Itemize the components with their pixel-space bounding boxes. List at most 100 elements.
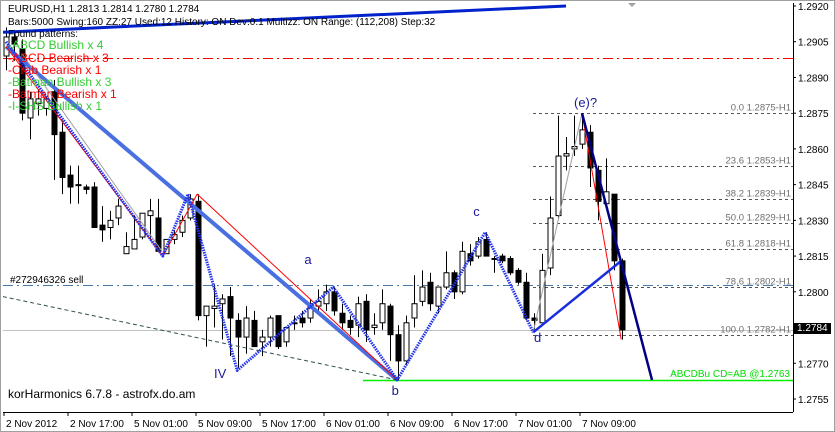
candle-body-bear	[363, 300, 370, 331]
candle	[427, 272, 434, 311]
red-pattern-1	[5, 46, 398, 381]
candle-body-bull	[211, 305, 218, 309]
candle-body-bull	[131, 238, 138, 250]
candle-body-bull	[259, 336, 266, 343]
candle-body-bull	[411, 303, 418, 319]
price-tick-label: 1.2845	[798, 181, 829, 192]
candle-body-bull	[539, 269, 546, 324]
candle-body-bull	[403, 322, 410, 362]
price-tick-label: 1.2800	[798, 288, 829, 299]
candle	[107, 210, 114, 240]
candle-body-bear	[523, 281, 530, 319]
candle	[115, 198, 122, 226]
gray-line-1	[21, 53, 163, 252]
candle-body-bull	[27, 98, 34, 119]
sell-order-label: #272946326 sell	[10, 275, 84, 286]
candle	[27, 91, 34, 140]
gray-line-2	[532, 113, 583, 333]
time-tick-label: 5 Nov 09:00	[198, 419, 252, 430]
candle	[155, 198, 162, 252]
time-tick-label: 7 Nov 09:00	[582, 419, 636, 430]
candle	[331, 287, 338, 316]
candle	[395, 325, 402, 380]
candle	[339, 303, 346, 330]
blue-solid-leg	[532, 259, 622, 334]
price-tick-label: 1.2875	[798, 109, 829, 120]
candle	[195, 194, 202, 321]
candle-body-bull	[435, 286, 442, 307]
candle	[539, 253, 546, 324]
time-tick-label: 5 Nov 17:00	[262, 419, 316, 430]
candle	[259, 329, 266, 357]
candle-body-bull	[115, 205, 122, 219]
candle-body-bull	[179, 219, 186, 233]
candle	[75, 165, 82, 204]
candle-body-bear	[339, 312, 346, 324]
candle	[379, 289, 386, 330]
candle-body-bear	[331, 291, 338, 312]
candle-body-bear	[251, 319, 258, 348]
candle	[91, 182, 98, 229]
candle-body-bull	[123, 246, 130, 255]
candle-body-bull	[379, 303, 386, 324]
candle	[499, 253, 506, 264]
candle-body-bear	[483, 238, 490, 257]
candle	[387, 303, 394, 361]
candle-body-bull	[371, 324, 378, 329]
time-tick-label: 2 Nov 2012	[6, 419, 58, 430]
candle-body-bull	[579, 129, 586, 145]
fib-level-label: 78.6 1.2802-H1	[726, 277, 792, 288]
candle	[179, 215, 186, 238]
candle	[347, 315, 354, 335]
price-tick-label: 1.2770	[798, 359, 829, 370]
candle	[459, 241, 466, 295]
candle-body-bull	[563, 153, 570, 157]
candle	[323, 284, 330, 311]
candle	[443, 251, 450, 290]
price-tick-label: 1.2920	[798, 2, 829, 13]
target-label: ABCDBu CD=AB @1.2763	[670, 369, 790, 380]
candle-body-bear	[347, 319, 354, 329]
candle	[67, 165, 74, 204]
top-trendline	[3, 4, 567, 34]
candle-body-bull	[203, 305, 210, 317]
time-tick-label: 6 Nov 01:00	[326, 419, 380, 430]
red-pattern-2	[581, 113, 622, 340]
candle-body-bull	[35, 98, 42, 105]
candle-body-bear	[67, 174, 74, 188]
candle-body-bear	[275, 315, 282, 348]
time-tick-label: 7 Nov 01:00	[518, 419, 572, 430]
candle	[531, 313, 538, 333]
fib-level-label: 23.6 1.2853-H1	[726, 156, 792, 167]
candle	[371, 313, 378, 335]
fib-level-label: 0.0 1.2875-H1	[731, 103, 791, 114]
wave-label-iv: IV	[214, 366, 227, 382]
price-tick-label: 1.2830	[798, 216, 829, 227]
zigzag-dotted	[4, 40, 535, 382]
price-tick-label: 1.2905	[798, 38, 829, 49]
candle-body-bear	[427, 281, 434, 305]
candle-body-bear	[195, 200, 202, 317]
candle	[219, 294, 226, 340]
candle-body-bear	[11, 36, 18, 45]
time-tick-label: 5 Nov 01:00	[134, 419, 188, 430]
candle-body-bull	[555, 155, 562, 217]
candle-body-bull	[243, 317, 250, 338]
candle	[515, 267, 522, 285]
candle-body-bear	[531, 317, 538, 321]
time-tick-label: 2 Nov 17:00	[70, 419, 124, 430]
wave-label-d: d	[534, 330, 542, 346]
candle	[419, 270, 426, 307]
candle	[123, 232, 130, 255]
fib-level-label: 50.0 1.2829-H1	[726, 213, 792, 224]
candle	[251, 310, 258, 348]
candle	[19, 39, 26, 121]
candle	[275, 315, 282, 349]
candle	[243, 306, 250, 354]
price-tick-label: 1.2755	[798, 395, 829, 406]
chart-shift-marker-icon	[628, 3, 636, 7]
price-tick-label: 1.2860	[798, 145, 829, 156]
candle-body-bear	[19, 48, 26, 114]
